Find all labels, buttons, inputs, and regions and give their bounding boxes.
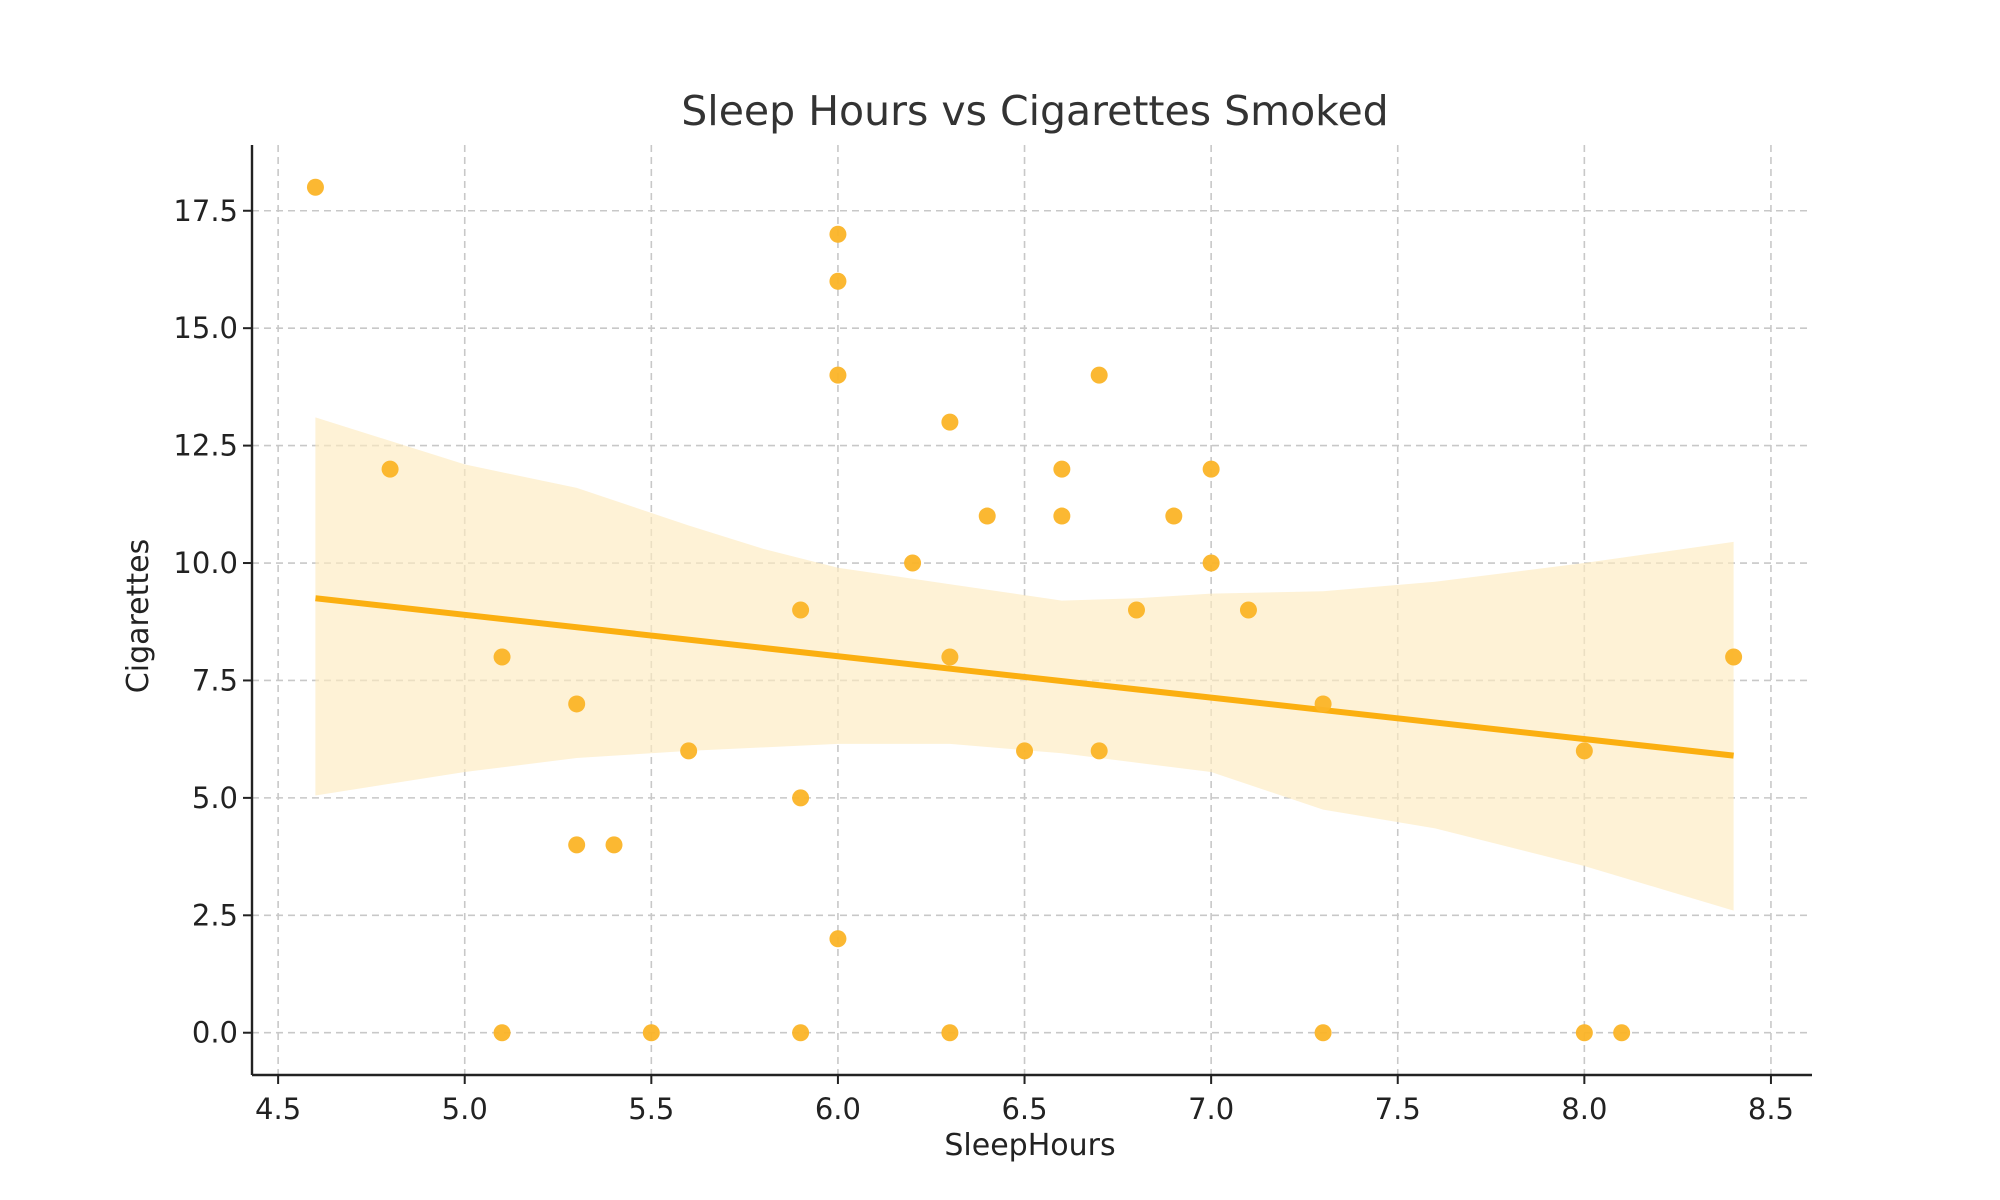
x-axis-label: SleepHours xyxy=(944,1128,1115,1163)
data-point-27 xyxy=(1165,507,1183,525)
data-points-layer xyxy=(306,178,1743,1042)
regression-line-layer xyxy=(315,595,1734,759)
data-point-14 xyxy=(829,366,847,384)
x-axis-ticks: 4.5 5.0 5.5 6.0 6.5 7.0 7.5 8.0 8.5 xyxy=(255,1075,1794,1126)
data-point-16 xyxy=(904,554,922,572)
x-tick-label-7: 8.0 xyxy=(1561,1092,1607,1126)
y-tick-label-2: 5.0 xyxy=(192,781,238,815)
data-point-25 xyxy=(1090,742,1108,760)
data-point-12 xyxy=(829,225,847,243)
y-tick-label-7: 17.5 xyxy=(173,194,238,228)
data-point-4 xyxy=(568,695,586,713)
data-point-32 xyxy=(1314,1024,1332,1042)
x-tick-label-0: 4.5 xyxy=(255,1092,301,1126)
y-tick-label-3: 7.5 xyxy=(192,663,238,697)
x-tick-label-6: 7.5 xyxy=(1375,1092,1421,1126)
y-tick-label-6: 15.0 xyxy=(173,311,238,345)
data-point-30 xyxy=(1239,601,1257,619)
data-point-7 xyxy=(642,1024,660,1042)
data-point-17 xyxy=(941,413,959,431)
data-point-3 xyxy=(493,1024,511,1042)
data-point-6 xyxy=(605,836,623,854)
x-tick-label-4: 6.5 xyxy=(1001,1092,1047,1126)
data-point-9 xyxy=(792,601,810,619)
y-tick-label-0: 0.0 xyxy=(192,1016,238,1050)
data-point-26 xyxy=(1127,601,1145,619)
y-tick-label-5: 12.5 xyxy=(173,429,238,463)
data-point-5 xyxy=(568,836,586,854)
data-point-20 xyxy=(978,507,996,525)
y-tick-label-1: 2.5 xyxy=(192,898,238,932)
data-point-18 xyxy=(941,648,959,666)
y-tick-label-4: 10.0 xyxy=(173,546,238,580)
data-point-13 xyxy=(829,272,847,290)
x-tick-label-3: 6.0 xyxy=(815,1092,861,1126)
data-point-10 xyxy=(792,789,810,807)
data-point-11 xyxy=(792,1024,810,1042)
y-axis-label: Cigarettes xyxy=(121,539,156,693)
confidence-band-layer xyxy=(315,417,1734,911)
data-point-2 xyxy=(493,648,511,666)
data-point-21 xyxy=(1016,742,1034,760)
regression-line xyxy=(315,595,1734,759)
x-tick-label-5: 7.0 xyxy=(1188,1092,1234,1126)
data-point-8 xyxy=(680,742,698,760)
y-axis-ticks: 0.0 2.5 5.0 7.5 10.0 12.5 15.0 17.5 xyxy=(173,194,252,1050)
data-point-23 xyxy=(1053,507,1071,525)
confidence-band xyxy=(315,417,1734,911)
x-tick-label-2: 5.5 xyxy=(628,1092,674,1126)
data-point-35 xyxy=(1613,1024,1631,1042)
x-tick-label-1: 5.0 xyxy=(442,1092,488,1126)
data-point-36 xyxy=(1725,648,1743,666)
data-point-24 xyxy=(1090,366,1108,384)
data-point-34 xyxy=(1575,1024,1593,1042)
chart-title: Sleep Hours vs Cigarettes Smoked xyxy=(681,87,1388,135)
data-point-15 xyxy=(829,930,847,948)
data-point-31 xyxy=(1314,695,1332,713)
data-point-29 xyxy=(1202,554,1220,572)
data-point-22 xyxy=(1053,460,1071,478)
data-point-28 xyxy=(1202,460,1220,478)
axes xyxy=(250,145,1812,1077)
data-point-1 xyxy=(381,460,399,478)
x-tick-label-8: 8.5 xyxy=(1748,1092,1794,1126)
data-point-0 xyxy=(306,178,324,196)
data-point-33 xyxy=(1575,742,1593,760)
data-point-19 xyxy=(941,1024,959,1042)
